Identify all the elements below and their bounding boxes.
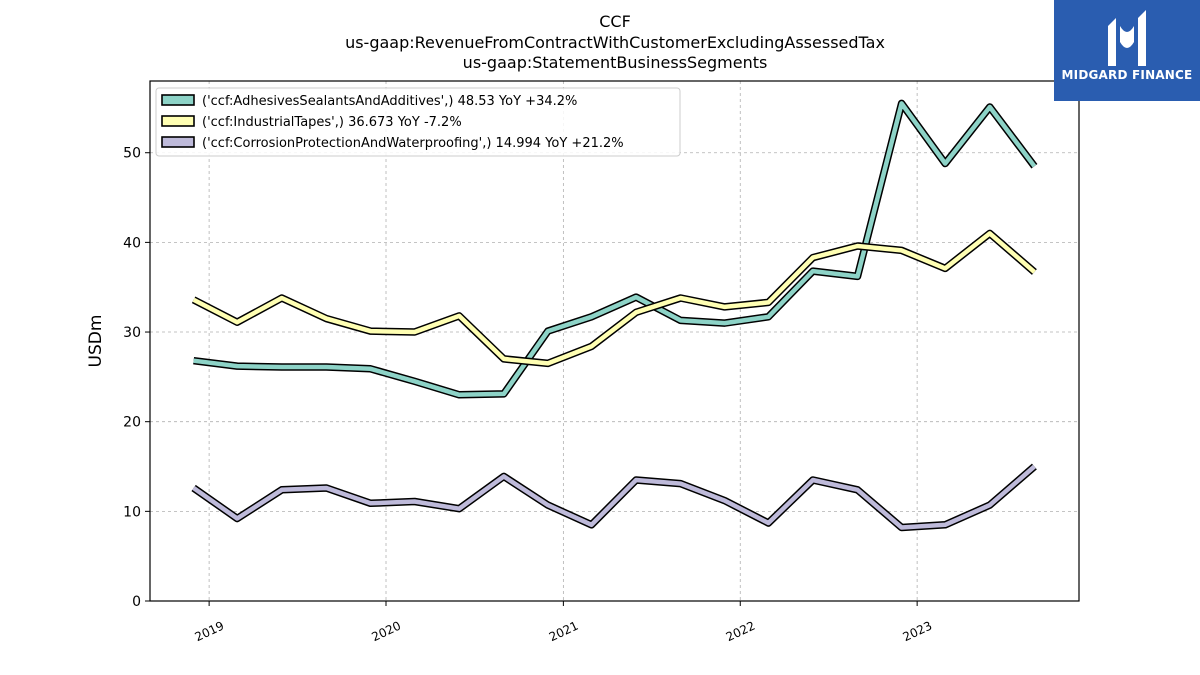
- legend-swatch: [161, 115, 195, 127]
- chart-title: CCF us-gaap:RevenueFromContractWithCusto…: [345, 12, 885, 72]
- series-line: [192, 231, 1036, 366]
- series-layer: [191, 99, 1038, 532]
- title-line-2: us-gaap:RevenueFromContractWithCustomerE…: [345, 33, 885, 52]
- y-tick-label: 40: [123, 235, 141, 251]
- y-tick-label: 10: [123, 504, 141, 520]
- y-tick-label: 0: [132, 594, 141, 610]
- legend: ('ccf:AdhesivesSealantsAndAdditives',) 4…: [155, 87, 681, 157]
- y-tick-label: 30: [123, 325, 141, 341]
- x-tick-label: 2022: [724, 619, 758, 645]
- logo-text: MIDGARD FINANCE: [1061, 68, 1193, 82]
- legend-box: [155, 87, 681, 157]
- y-axis: 0 10 20 30 40 50: [123, 146, 150, 610]
- legend-swatch: [161, 94, 195, 106]
- y-tick-label: 50: [123, 146, 141, 162]
- series-2: [191, 229, 1037, 368]
- legend-label: ('ccf:IndustrialTapes',) 36.673 YoY -7.2…: [202, 115, 462, 130]
- legend-swatch: [161, 136, 195, 148]
- x-tick-label: 2023: [901, 619, 935, 645]
- legend-label: ('ccf:CorrosionProtectionAndWaterproofin…: [202, 136, 624, 151]
- legend-label: ('ccf:AdhesivesSealantsAndAdditives',) 4…: [202, 94, 577, 109]
- logo-mark-icon: [1108, 10, 1146, 66]
- x-tick-label: 2019: [193, 619, 227, 645]
- brand-logo: MIDGARD FINANCE: [1054, 0, 1200, 101]
- x-tick-label: 2020: [370, 619, 404, 645]
- x-tick-label: 2021: [547, 619, 581, 645]
- y-tick-label: 20: [123, 415, 141, 431]
- series-1: [193, 99, 1038, 399]
- series-line: [192, 464, 1036, 530]
- series-line: [193, 101, 1037, 398]
- y-axis-label: USDm: [86, 315, 106, 368]
- x-axis: 2019 2020 2021 2022 2023: [193, 601, 935, 645]
- title-line-3: us-gaap:StatementBusinessSegments: [463, 53, 768, 72]
- series-3: [191, 463, 1037, 532]
- series-line-outline: [191, 463, 1037, 532]
- plot-frame: [149, 80, 1080, 602]
- title-line-1: CCF: [599, 12, 631, 31]
